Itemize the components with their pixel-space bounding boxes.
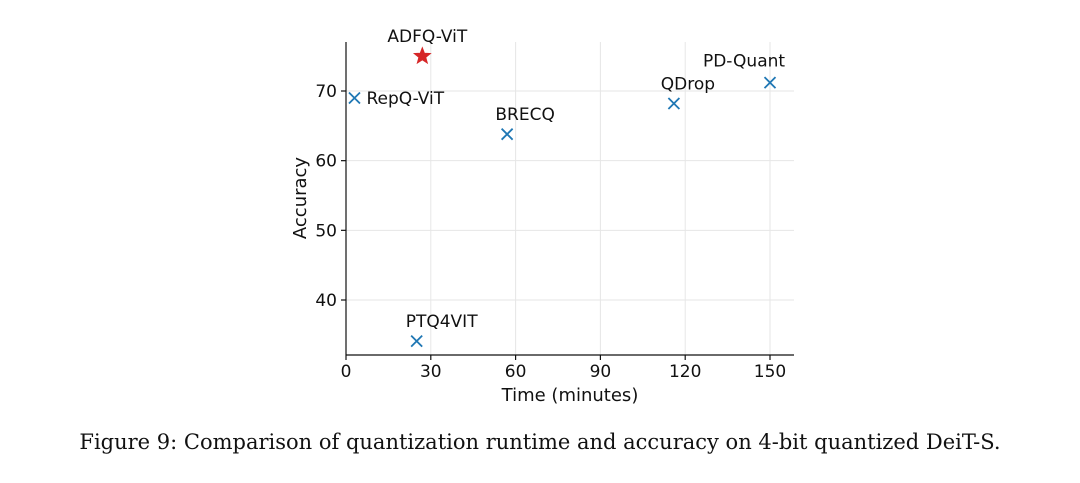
axes bbox=[345, 42, 794, 356]
x-tick-label: 120 bbox=[669, 362, 701, 382]
star-marker bbox=[412, 46, 432, 65]
x-marker bbox=[763, 76, 777, 89]
y-axis-label: Accuracy bbox=[290, 157, 311, 240]
point-label: ADFQ-ViT bbox=[387, 27, 467, 47]
data-point: ADFQ-ViT bbox=[387, 27, 468, 65]
x-marker bbox=[410, 334, 423, 348]
data-point: RepQ-ViT bbox=[348, 89, 445, 109]
y-tick-label: 70 bbox=[315, 82, 337, 102]
data-point: QDrop bbox=[661, 75, 715, 110]
point-label: PD-Quant bbox=[703, 52, 785, 72]
x-marker bbox=[500, 128, 514, 141]
x-tick-label: 90 bbox=[590, 362, 612, 382]
point-label: RepQ-ViT bbox=[366, 89, 444, 109]
grid bbox=[345, 42, 794, 355]
y-tick-label: 60 bbox=[315, 152, 337, 172]
ticks: 0 30 60 90 120 150 40 50 60 70 bbox=[315, 82, 786, 382]
x-marker bbox=[667, 97, 681, 110]
data-point: PD-Quant bbox=[703, 52, 785, 89]
x-axis-label: Time (minutes) bbox=[501, 385, 639, 406]
scatter-chart: 0 30 60 90 120 150 40 50 60 70 ADFQ-ViT RepQ-ViT BR… bbox=[290, 27, 794, 406]
point-label: QDrop bbox=[661, 75, 715, 95]
x-tick-label: 60 bbox=[505, 362, 527, 382]
y-tick-label: 50 bbox=[315, 221, 337, 241]
point-label: BRECQ bbox=[495, 105, 554, 125]
figure-caption: Figure 9: Comparison of quantization run… bbox=[79, 430, 1001, 454]
x-tick-label: 150 bbox=[754, 362, 786, 382]
y-tick-label: 40 bbox=[315, 291, 337, 311]
point-label: PTQ4VIT bbox=[406, 312, 478, 332]
x-tick-label: 0 bbox=[341, 362, 352, 382]
x-tick-label: 30 bbox=[420, 362, 442, 382]
data-point: BRECQ bbox=[495, 105, 555, 141]
data-point: PTQ4VIT bbox=[406, 312, 478, 348]
x-marker bbox=[348, 91, 361, 105]
data-points: ADFQ-ViT RepQ-ViT BRECQ QDrop PD-Quant PTQ4VI… bbox=[348, 27, 785, 348]
